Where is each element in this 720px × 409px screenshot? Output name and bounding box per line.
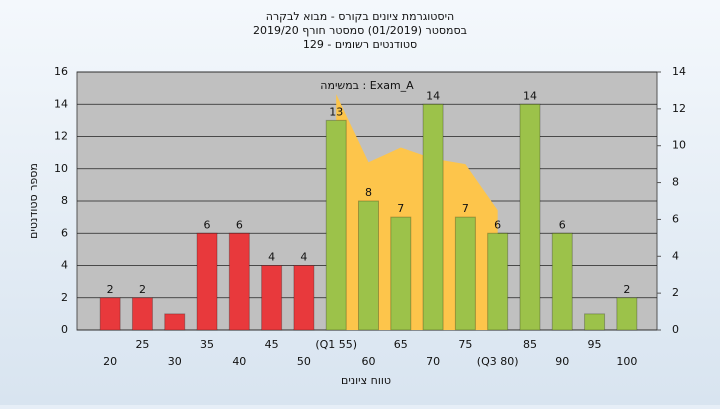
- y2-tick-label: 8: [672, 176, 679, 189]
- chart-title: סטודנטים רשומים - 129: [303, 38, 417, 51]
- data-label: 14: [523, 89, 537, 102]
- x-tick-label: (Q1 55): [315, 338, 357, 351]
- bar: [325, 119, 347, 331]
- x-tick-label: 70: [426, 355, 440, 368]
- bar: [454, 216, 476, 331]
- x-tick-label: 95: [588, 338, 602, 351]
- y2-tick-label: 14: [672, 65, 686, 78]
- bar: [551, 232, 573, 331]
- data-label: 6: [559, 218, 566, 231]
- data-label: 14: [426, 89, 440, 102]
- bar: [99, 297, 121, 331]
- bar: [261, 265, 283, 331]
- data-label: 13: [329, 105, 343, 118]
- x-tick-label: 50: [297, 355, 311, 368]
- x-axis-label: טווח ציונים: [341, 374, 391, 387]
- y-tick-label: 6: [61, 226, 68, 239]
- x-tick-label: 25: [135, 338, 149, 351]
- y2-tick-label: 2: [672, 286, 679, 299]
- data-label: 2: [107, 283, 114, 296]
- bar: [164, 313, 186, 331]
- bar: [519, 103, 541, 331]
- annotation: במשימה : Exam_A: [320, 79, 414, 92]
- x-tick-label: 60: [362, 355, 376, 368]
- x-tick-label: 85: [523, 338, 537, 351]
- y2-tick-label: 12: [672, 102, 686, 115]
- y2-tick-label: 4: [672, 249, 679, 262]
- data-label: 8: [365, 186, 372, 199]
- x-tick-label: 40: [232, 355, 246, 368]
- bar: [131, 297, 153, 331]
- y-tick-label: 10: [54, 162, 68, 175]
- bar: [390, 216, 412, 331]
- bar: [228, 232, 250, 331]
- x-tick-label: (Q3 80): [477, 355, 519, 368]
- y-tick-label: 14: [54, 97, 68, 110]
- y2-tick-label: 0: [672, 323, 679, 336]
- x-tick-label: 75: [458, 338, 472, 351]
- x-tick-label: 20: [103, 355, 117, 368]
- data-label: 7: [397, 202, 404, 215]
- x-tick-label: 30: [168, 355, 182, 368]
- data-label: 6: [204, 218, 211, 231]
- x-tick-label: 65: [394, 338, 408, 351]
- data-label: 4: [300, 251, 307, 264]
- chart-title: בסמסטר (01/2019) סמסטר חורף 2019/20: [253, 24, 467, 37]
- data-label: 6: [494, 218, 501, 231]
- bar: [616, 297, 638, 331]
- y-tick-label: 0: [61, 323, 68, 336]
- x-tick-label: 100: [616, 355, 637, 368]
- bar: [584, 313, 606, 331]
- y-tick-label: 4: [61, 259, 68, 272]
- data-label: 7: [462, 202, 469, 215]
- data-label: 4: [268, 251, 275, 264]
- y2-tick-label: 6: [672, 212, 679, 225]
- data-label: 2: [139, 283, 146, 296]
- y-tick-label: 16: [54, 65, 68, 78]
- bar: [487, 232, 509, 331]
- y-tick-label: 8: [61, 194, 68, 207]
- x-tick-label: 35: [200, 338, 214, 351]
- x-tick-label: 90: [555, 355, 569, 368]
- y-axis-label: מספר סטודנטים: [27, 163, 40, 239]
- data-label: 2: [623, 283, 630, 296]
- x-tick-label: 45: [265, 338, 279, 351]
- y2-tick-label: 10: [672, 139, 686, 152]
- bar: [422, 103, 444, 331]
- bar: [196, 232, 218, 331]
- bar: [358, 200, 379, 331]
- chart-title: היסטוגרמת ציונים בקורס - מבוא לבקרה: [266, 10, 454, 23]
- data-label: 6: [236, 218, 243, 231]
- y-tick-label: 12: [54, 130, 68, 143]
- bar: [293, 265, 315, 331]
- y-tick-label: 2: [61, 291, 68, 304]
